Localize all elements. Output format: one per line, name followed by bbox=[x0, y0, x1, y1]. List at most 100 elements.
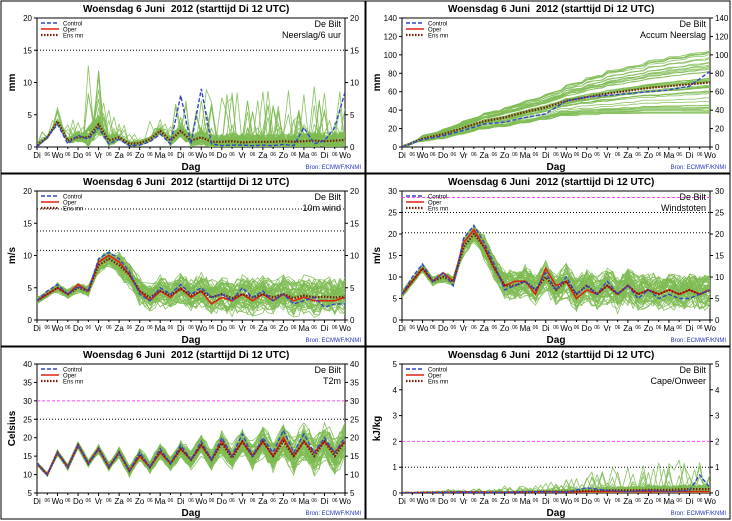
x-sub-label: 06 bbox=[430, 498, 436, 504]
x-day-label: Za bbox=[623, 151, 633, 160]
y-tick-label-left: 30 bbox=[23, 397, 32, 406]
x-day-label: Zo bbox=[135, 324, 145, 333]
x-day-label: Vr bbox=[238, 497, 246, 506]
source-label: Bron: ECMWF/KNMI bbox=[671, 165, 727, 171]
x-sub-label: 06 bbox=[533, 325, 539, 331]
panel-frame bbox=[0, 173, 366, 347]
x-sub-label: 06 bbox=[188, 498, 194, 504]
y-tick-label-right: 5 bbox=[350, 111, 355, 120]
x-day-label: Zo bbox=[279, 151, 289, 160]
y-tick-label-left: 5 bbox=[393, 360, 398, 369]
x-day-label: Vr bbox=[603, 151, 611, 160]
y-tick-label-right: 15 bbox=[715, 252, 724, 261]
x-sub-label: 06 bbox=[147, 152, 153, 158]
ensemble-mean-line bbox=[37, 257, 345, 302]
station-label: De Bilt bbox=[314, 19, 341, 29]
y-tick-label-right: 0 bbox=[350, 316, 355, 325]
x-sub-label: 06 bbox=[553, 152, 559, 158]
x-sub-label: 06 bbox=[697, 152, 703, 158]
panel-wind: Woensdag 6 Juni 2012 (starttijd Di 12 UTC… bbox=[0, 173, 366, 347]
x-day-label: Zo bbox=[644, 324, 654, 333]
y-tick-label-right: 10 bbox=[350, 471, 359, 480]
y-tick-label-left: 0 bbox=[28, 143, 33, 152]
x-day-label: Zo bbox=[644, 151, 654, 160]
x-sub-label: 06 bbox=[615, 498, 621, 504]
legend-label: Control bbox=[63, 22, 82, 28]
x-sub-label: 06 bbox=[147, 325, 153, 331]
x-sub-label: 06 bbox=[492, 152, 498, 158]
oper-line bbox=[37, 254, 345, 305]
x-sub-label: 06 bbox=[291, 325, 297, 331]
x-day-label: Di bbox=[542, 151, 550, 160]
x-sub-label: 06 bbox=[594, 325, 600, 331]
x-day-label: Di bbox=[33, 151, 41, 160]
y-tick-label-left: 20 bbox=[388, 125, 397, 134]
x-day-label: Di bbox=[686, 497, 694, 506]
x-day-label: Za bbox=[479, 324, 489, 333]
x-sub-label: 06 bbox=[65, 325, 71, 331]
x-sub-label: 06 bbox=[615, 325, 621, 331]
x-sub-label: 06 bbox=[209, 325, 215, 331]
panel-title-run: 2012 (starttijd Di 12 UTC) bbox=[536, 4, 654, 15]
x-day-label: Ma bbox=[298, 324, 310, 333]
x-sub-label: 06 bbox=[168, 325, 174, 331]
y-tick-label-left: 30 bbox=[388, 187, 397, 196]
x-day-label: Wo bbox=[195, 151, 207, 160]
x-sub-label: 06 bbox=[168, 498, 174, 504]
ensemble-member-line bbox=[402, 51, 710, 147]
x-sub-label: 06 bbox=[44, 152, 50, 158]
x-sub-label: 06 bbox=[229, 498, 235, 504]
x-sub-label: 06 bbox=[656, 152, 662, 158]
x-day-label: Do bbox=[73, 324, 84, 333]
station-label: De Bilt bbox=[679, 192, 706, 202]
y-tick-label-right: 140 bbox=[715, 14, 729, 23]
y-tick-label-left: 20 bbox=[388, 230, 397, 239]
x-day-label: Do bbox=[582, 324, 593, 333]
legend-label: Oper bbox=[428, 374, 441, 380]
y-tick-label-left: 4 bbox=[393, 386, 398, 395]
x-day-label: Vr bbox=[238, 151, 246, 160]
y-tick-label-right: 15 bbox=[350, 46, 359, 55]
x-sub-label: 06 bbox=[127, 152, 133, 158]
y-tick-label-left: 40 bbox=[388, 106, 397, 115]
y-tick-label-left: 15 bbox=[23, 46, 32, 55]
ensemble-member-line bbox=[402, 109, 710, 147]
y-tick-label-right: 20 bbox=[350, 14, 359, 23]
x-sub-label: 06 bbox=[471, 152, 477, 158]
y-axis-label: kJ/kg bbox=[372, 416, 383, 442]
x-sub-label: 06 bbox=[656, 498, 662, 504]
x-sub-label: 06 bbox=[492, 498, 498, 504]
x-axis-label: Dag bbox=[182, 335, 201, 346]
x-day-label: Zo bbox=[500, 324, 510, 333]
x-day-label: Za bbox=[623, 324, 633, 333]
source-label: Bron: ECMWF/KNMI bbox=[671, 511, 727, 517]
x-sub-label: 06 bbox=[188, 152, 194, 158]
x-day-label: Di bbox=[321, 324, 329, 333]
ensemble-member-line bbox=[37, 255, 345, 298]
x-day-label: Di bbox=[686, 324, 694, 333]
x-sub-label: 06 bbox=[44, 325, 50, 331]
x-day-label: Wo bbox=[417, 151, 429, 160]
y-tick-label-right: 20 bbox=[350, 187, 359, 196]
x-day-label: Do bbox=[73, 497, 84, 506]
x-sub-label: 06 bbox=[451, 325, 457, 331]
y-tick-label-left: 10 bbox=[23, 79, 32, 88]
legend-label: Control bbox=[428, 22, 447, 28]
ensemble-member-line bbox=[402, 236, 710, 304]
y-tick-label-left: 20 bbox=[23, 434, 32, 443]
x-day-label: Wo bbox=[560, 151, 572, 160]
x-day-label: Vr bbox=[603, 324, 611, 333]
x-sub-label: 06 bbox=[127, 498, 133, 504]
legend-label: Ens mn bbox=[63, 34, 83, 40]
x-day-label: Wo bbox=[52, 324, 64, 333]
x-day-label: Wo bbox=[339, 324, 351, 333]
y-tick-label-left: 20 bbox=[23, 14, 32, 23]
plot-series bbox=[37, 421, 345, 479]
x-day-label: Za bbox=[258, 151, 268, 160]
x-sub-label: 06 bbox=[270, 325, 276, 331]
x-day-label: Do bbox=[438, 151, 449, 160]
x-sub-label: 06 bbox=[533, 152, 539, 158]
variable-label: Windstoten bbox=[661, 203, 706, 213]
